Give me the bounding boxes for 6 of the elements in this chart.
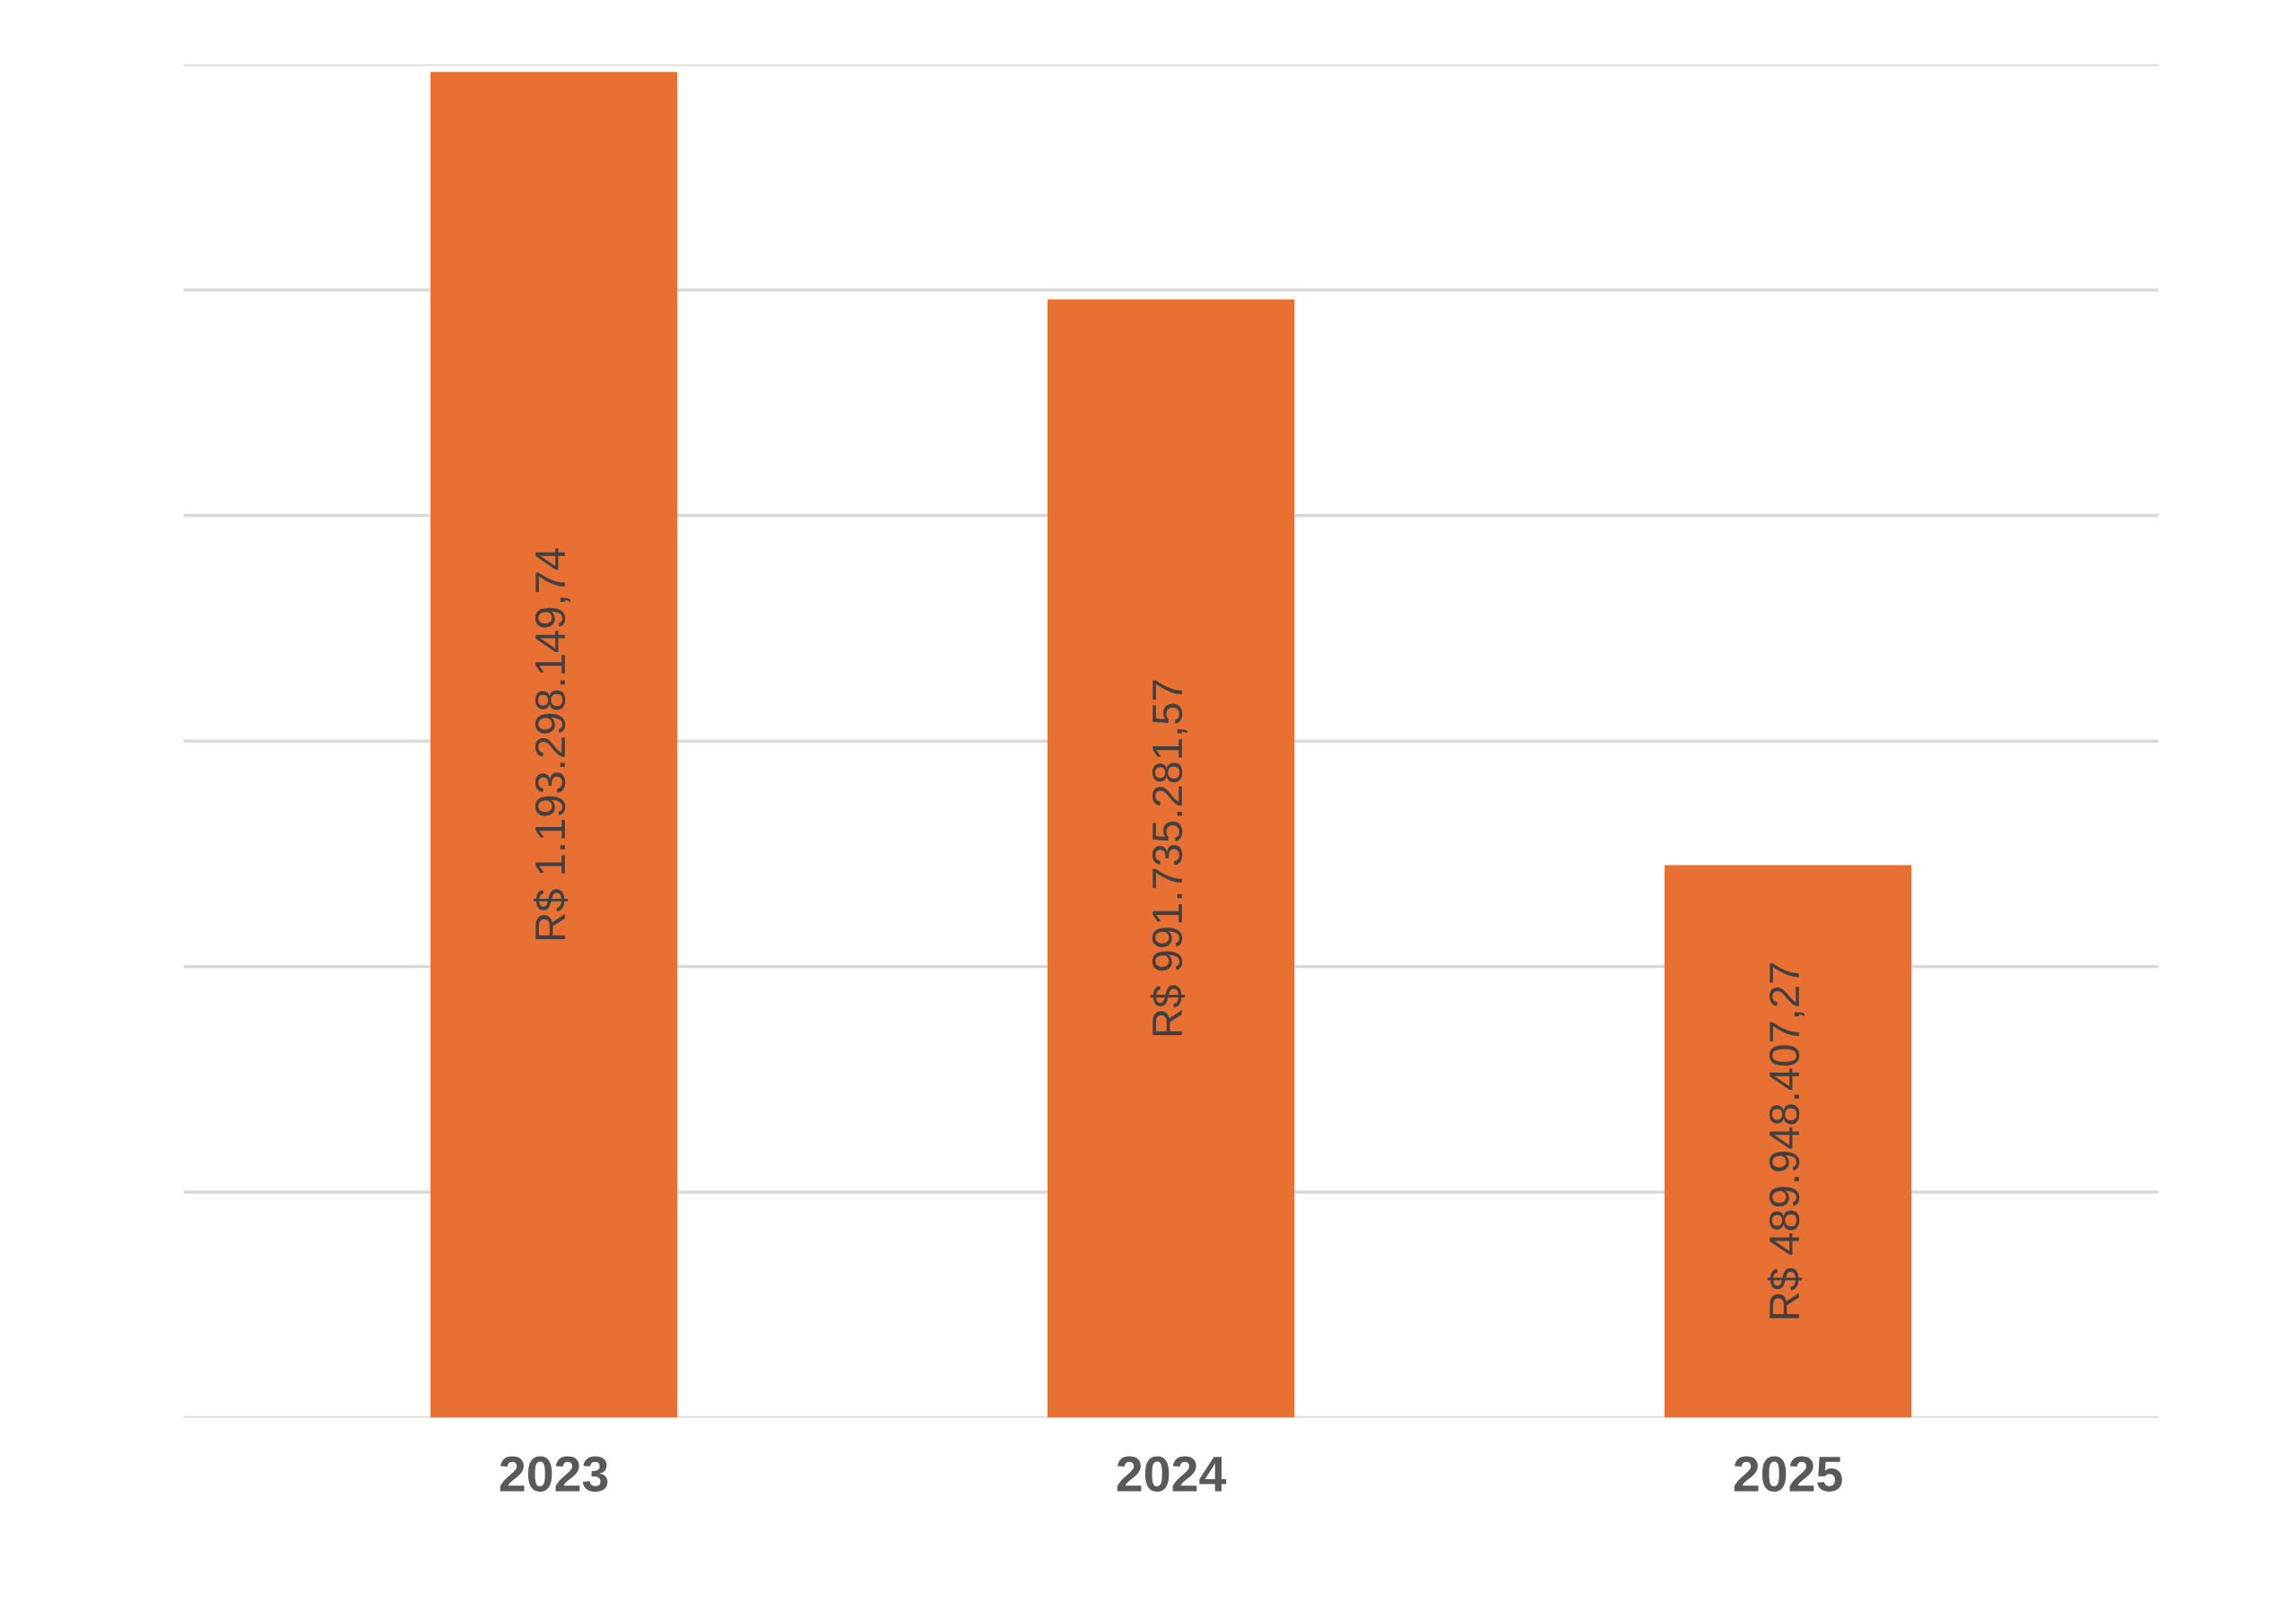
data-label: R$ 991.735.281,57 bbox=[1150, 680, 1187, 1036]
x-tick-label: 2023 bbox=[500, 1456, 608, 1493]
data-label: R$ 489.948.407,27 bbox=[1767, 962, 1805, 1319]
x-tick-label: 2025 bbox=[1734, 1456, 1842, 1492]
x-tick-label: 2024 bbox=[1117, 1456, 1227, 1492]
data-label: R$ 1.193.298.149,74 bbox=[533, 548, 570, 940]
